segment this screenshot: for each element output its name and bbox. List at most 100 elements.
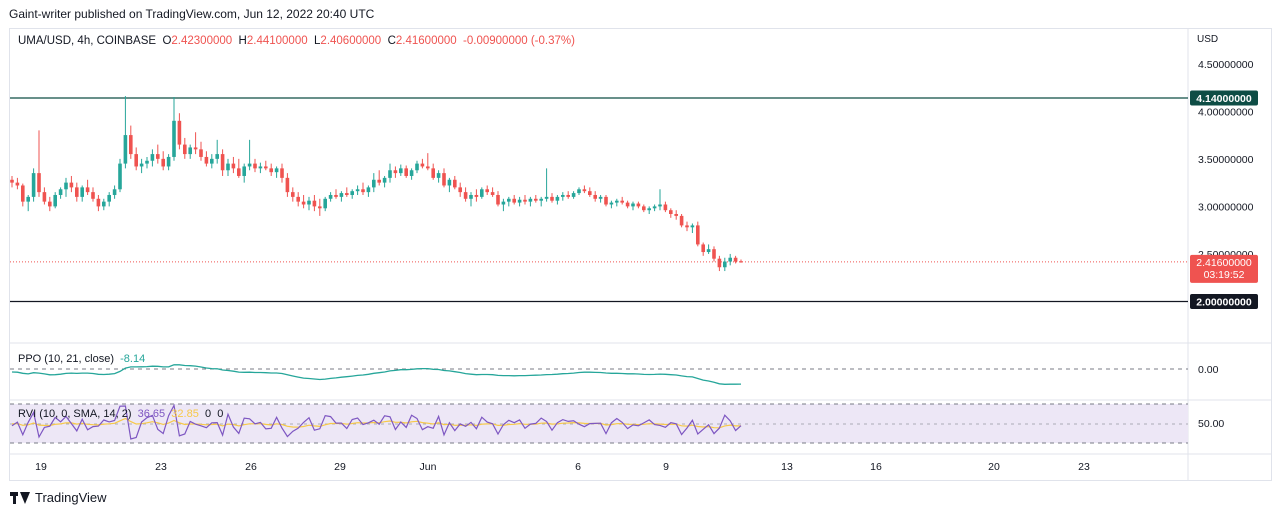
footer-brand[interactable]: TradingView xyxy=(10,490,107,505)
candles[interactable] xyxy=(10,96,743,272)
candle-body xyxy=(631,203,635,207)
time-label-9: 20 xyxy=(988,461,1000,473)
price-tick-3: 3.00000000 xyxy=(1198,201,1254,213)
candle-body xyxy=(31,173,36,197)
candle-body xyxy=(177,120,182,145)
rvi-legend[interactable]: RVI (10, 0, SMA, 14, 2) 36.65 32.85 0 0 xyxy=(18,408,223,420)
price-axis-ticks: 4.50000000 4.00000000 3.50000000 3.00000000… xyxy=(1198,59,1254,261)
candle-body xyxy=(264,166,268,169)
rvi-value-2: 32.85 xyxy=(171,408,199,420)
candle-body xyxy=(291,192,295,197)
candle-body xyxy=(501,201,506,205)
candle-body xyxy=(339,193,344,197)
candle-body xyxy=(226,163,230,171)
candle-body xyxy=(588,191,592,195)
candle-body xyxy=(129,135,133,155)
candle-body xyxy=(393,170,398,174)
candle-body xyxy=(377,179,381,183)
currency-label: USD xyxy=(1197,34,1219,45)
candle-body xyxy=(210,158,214,164)
open-label: O xyxy=(162,35,172,47)
candle-body xyxy=(723,261,727,268)
candle-body xyxy=(161,158,165,167)
ppo-legend[interactable]: PPO (10, 21, close) -8.14 xyxy=(18,353,145,365)
candle-body xyxy=(350,191,354,195)
candle-body xyxy=(550,196,554,201)
close-value: 2.41600000 xyxy=(395,35,457,47)
candle-body xyxy=(96,198,101,207)
candle-body xyxy=(166,156,171,167)
high-value: 2.44100000 xyxy=(246,35,308,47)
candle-body xyxy=(658,204,662,207)
candle-body xyxy=(269,168,273,173)
price-tick-2: 3.50000000 xyxy=(1198,154,1254,166)
candle-body xyxy=(420,163,425,167)
candle-body xyxy=(253,163,257,169)
candle-body xyxy=(636,203,641,207)
support-price-tag: 2.00000000 xyxy=(1190,293,1258,309)
candle-body xyxy=(150,154,155,161)
candle-body xyxy=(485,189,489,193)
rvi-value-3: 0 xyxy=(204,408,212,420)
last-tag-countdown: 03:19:52 xyxy=(1204,269,1245,281)
candle-body xyxy=(712,249,716,259)
candle-body xyxy=(345,193,349,195)
time-label-5: 6 xyxy=(575,461,581,473)
time-label-3: 29 xyxy=(334,461,346,473)
candle-body xyxy=(237,168,241,176)
candle-body xyxy=(112,189,117,195)
candle-body xyxy=(615,200,619,203)
candle-body xyxy=(458,187,462,193)
candle-body xyxy=(21,185,25,202)
candle-body xyxy=(739,261,743,263)
candle-body xyxy=(507,198,511,202)
time-label-1: 23 xyxy=(155,461,167,473)
low-value: 2.40600000 xyxy=(320,35,382,47)
price-tick-1: 4.00000000 xyxy=(1198,106,1254,118)
candle-body xyxy=(388,170,392,178)
candle-body xyxy=(242,166,246,176)
candle-body xyxy=(496,194,500,205)
candle-body xyxy=(706,249,711,253)
candle-body xyxy=(566,194,570,197)
candle-body xyxy=(604,196,608,205)
tradingview-logo-icon xyxy=(10,491,30,504)
candle-body xyxy=(318,206,322,209)
candle-body xyxy=(204,156,209,164)
time-label-8: 16 xyxy=(870,461,882,473)
candle-body xyxy=(107,194,111,202)
candle-body xyxy=(37,173,41,193)
support-tag-bg xyxy=(1190,293,1258,309)
candle-body xyxy=(453,179,457,188)
rvi-value-1: 36.65 xyxy=(137,408,166,420)
candle-body xyxy=(571,193,576,197)
candle-body xyxy=(674,214,678,216)
candle-body xyxy=(442,173,446,186)
candle-body xyxy=(372,179,376,188)
candle-body xyxy=(426,166,430,169)
candle-body xyxy=(561,194,565,197)
candle-body xyxy=(274,168,279,173)
candle-body xyxy=(301,201,306,205)
candle-body xyxy=(307,200,311,205)
candle-body xyxy=(685,225,689,228)
candle-body xyxy=(85,187,90,193)
candle-body xyxy=(312,200,317,207)
candle-body xyxy=(690,225,695,228)
last-price-tag: 2.41600000 03:19:52 xyxy=(1190,254,1258,283)
candle-body xyxy=(172,120,176,157)
candle-body xyxy=(609,202,614,205)
time-label-2: 26 xyxy=(245,461,257,473)
candle-body xyxy=(75,187,79,197)
candle-body xyxy=(620,200,624,203)
candle-body xyxy=(652,206,657,209)
rvi-line xyxy=(11,403,742,440)
symbol-label[interactable]: UMA/USD, 4h, COINBASE xyxy=(18,35,157,47)
candle-body xyxy=(593,194,597,199)
candle-body xyxy=(431,168,435,178)
candle-body xyxy=(436,173,441,178)
ppo-label: PPO (10, 21, close) xyxy=(18,353,114,365)
candle-body xyxy=(199,149,203,157)
candle-body xyxy=(48,201,52,207)
